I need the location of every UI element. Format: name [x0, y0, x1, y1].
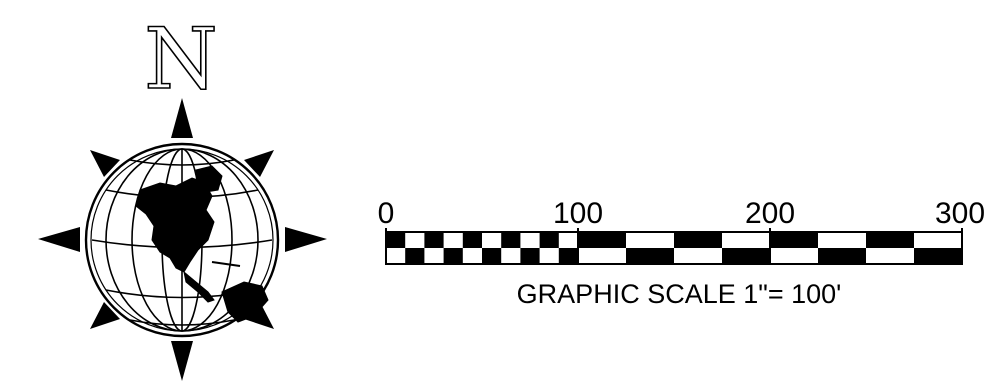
scale-cell-coarse [770, 232, 818, 248]
compass-point-west [38, 227, 80, 252]
scale-label-200: 200 [745, 197, 795, 230]
scale-label-0: 0 [378, 197, 395, 230]
scale-cell-fine [520, 248, 540, 264]
compass-point-north [171, 98, 193, 138]
scale-cell-fine [501, 232, 521, 248]
graphic-scale-bar: 0 100 200 300 GRAPHIC SCALE 1"= 100' [378, 197, 985, 309]
scale-cell-fine [539, 232, 559, 248]
scale-cell-fine [462, 232, 482, 248]
scale-cell-coarse [578, 232, 626, 248]
scale-cell-coarse [866, 232, 914, 248]
scale-bar-cells [386, 232, 962, 264]
compass-point-southeast [244, 302, 274, 329]
scale-cell-coarse [674, 232, 722, 248]
compass-point-northwest [90, 150, 120, 177]
scale-cell-coarse [818, 248, 866, 264]
north-arrow: N [38, 9, 327, 381]
scale-cell-fine [558, 248, 578, 264]
scale-cell-fine [405, 248, 425, 264]
scale-cell-fine [482, 248, 502, 264]
scale-label-100: 100 [553, 197, 603, 230]
compass-point-south [171, 341, 193, 381]
continents [135, 165, 269, 323]
scale-cell-fine [424, 232, 444, 248]
scale-cell-coarse [722, 248, 770, 264]
scale-cell-fine [386, 232, 406, 248]
scale-caption: GRAPHIC SCALE 1"= 100' [517, 279, 842, 309]
compass-point-southwest [90, 302, 120, 329]
scale-cell-fine [443, 248, 463, 264]
north-letter: N [144, 10, 218, 108]
scale-label-300: 300 [935, 197, 985, 230]
scale-cell-coarse [626, 248, 674, 264]
scale-cell-coarse [914, 248, 962, 264]
scale-bar-ticks [385, 228, 963, 264]
compass-point-east [285, 227, 327, 252]
compass-point-northeast [244, 150, 274, 177]
scale-tick-labels: 0 100 200 300 [378, 197, 985, 230]
